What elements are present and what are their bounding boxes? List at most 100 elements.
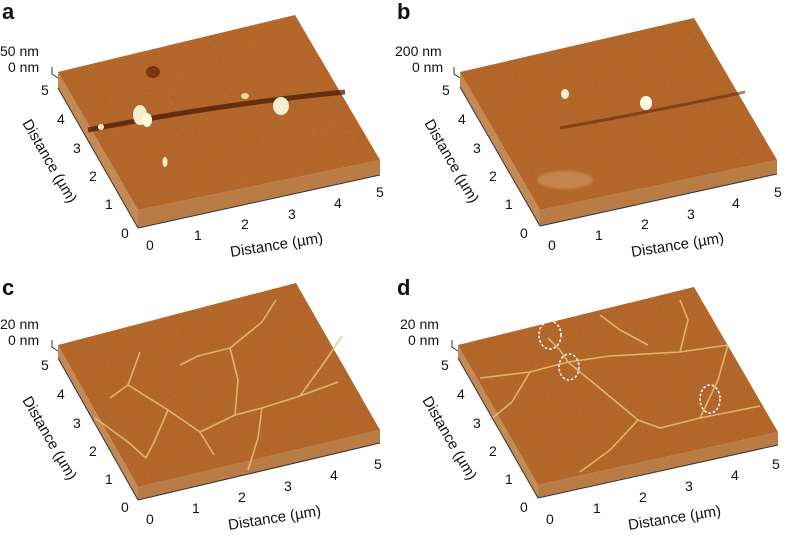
y-tick: 5 (41, 82, 49, 98)
z-scale-top-label: 20 nm (0, 316, 39, 332)
bright-particle (561, 89, 569, 99)
wrinkle-line (579, 419, 639, 473)
x-tick-labels: 0 1 2 3 4 5 (146, 184, 384, 253)
dark-pit (146, 66, 160, 78)
y-tick: 2 (489, 443, 497, 459)
annotation-circle (558, 353, 580, 381)
y-tick: 4 (57, 386, 65, 402)
z-axis-bracket (453, 67, 461, 79)
x-tick: 2 (238, 489, 246, 505)
surface-highlight-texture (58, 15, 380, 210)
x-tick: 2 (639, 489, 647, 505)
y-tick: 3 (473, 140, 481, 156)
y-tick-labels: 0 1 2 3 4 5 (41, 357, 129, 515)
trench-line (559, 90, 746, 130)
y-tick: 1 (105, 196, 113, 212)
bright-particle (98, 124, 104, 130)
y-tick-labels: 0 1 2 3 4 5 (442, 82, 528, 241)
panel-letter-a: a (2, 0, 15, 24)
x-axis-line (137, 174, 381, 229)
z-axis-bracket (51, 340, 59, 352)
z-scale-zero-label: 0 nm (8, 59, 39, 75)
z-scale-zero-label: 0 nm (412, 59, 443, 75)
panel-letter-b: b (397, 0, 410, 24)
wrinkle-line (699, 344, 729, 419)
y-tick: 1 (505, 471, 513, 487)
y-tick: 5 (441, 357, 449, 373)
x-tick: 5 (772, 456, 780, 472)
y-tick: 3 (73, 140, 81, 156)
trench-line (87, 89, 346, 133)
z-scale-top-label: 20 nm (400, 316, 439, 332)
x-tick: 3 (288, 206, 296, 222)
x-tick: 3 (687, 206, 695, 222)
panel-c: c 20 nm 0 nm 0 1 2 3 4 5 (0, 275, 382, 534)
bright-particle (640, 96, 652, 110)
y-axis-title: Distance (µm) (419, 394, 481, 484)
y-tick: 1 (105, 471, 113, 487)
bright-particle (142, 113, 152, 127)
y-tick: 0 (121, 225, 129, 241)
y-tick: 2 (489, 168, 497, 184)
wrinkle-line (229, 347, 239, 416)
y-axis-title: Distance (µm) (421, 117, 483, 207)
y-tick-labels: 0 1 2 3 4 5 (441, 357, 528, 515)
x-tick: 4 (334, 195, 342, 211)
bright-particle (241, 93, 249, 99)
y-tick: 0 (520, 225, 528, 241)
y-tick: 4 (57, 111, 65, 127)
z-scale-zero-label: 0 nm (408, 332, 439, 348)
y-axis-line (57, 357, 139, 501)
y-axis-line (459, 86, 541, 227)
x-tick: 1 (593, 500, 601, 516)
y-tick: 0 (121, 499, 129, 515)
x-tick-labels: 0 1 2 3 4 5 (146, 456, 382, 527)
x-tick: 5 (774, 184, 782, 200)
y-axis-line (457, 357, 539, 499)
wrinkle-network (94, 299, 343, 471)
surface-side-left (58, 345, 138, 500)
surface-highlight-texture (58, 283, 380, 487)
surface-side-front (138, 160, 380, 228)
panel-a: a 50 nm 0 nm 0 1 2 3 4 5 0 (0, 0, 384, 261)
x-axis-title: Distance (µm) (229, 230, 324, 261)
surface-highlight-texture (458, 287, 778, 485)
wrinkle-line (679, 299, 689, 353)
annotation-circle (538, 320, 562, 350)
wrinkle-line (547, 337, 569, 363)
x-tick: 0 (546, 511, 554, 527)
x-axis-title: Distance (µm) (627, 503, 722, 534)
x-axis-line (537, 444, 779, 499)
x-tick-labels: 0 1 2 3 4 5 (546, 456, 780, 527)
z-scale-zero-label: 0 nm (8, 332, 39, 348)
x-tick: 0 (146, 237, 154, 253)
surface-highlight-texture (460, 18, 777, 210)
x-tick: 0 (146, 511, 154, 527)
panel-b: b 200 nm 0 nm 0 1 2 3 4 5 0 1 2 3 4 5 (395, 0, 782, 261)
y-tick-labels: 0 1 2 3 4 5 (41, 82, 129, 241)
wrinkle-line (127, 384, 215, 456)
x-tick: 5 (374, 456, 382, 472)
x-tick-labels: 0 1 2 3 4 5 (548, 184, 782, 253)
bright-particle (162, 157, 168, 167)
wrinkle-network (479, 299, 761, 473)
wrinkle-line (567, 361, 761, 429)
wrinkle-line (109, 351, 141, 399)
y-axis-title: Distance (µm) (19, 394, 81, 484)
bright-particle (273, 97, 289, 115)
y-tick: 1 (505, 196, 513, 212)
x-axis-line (137, 442, 381, 501)
surface-side-left (458, 345, 538, 498)
surface-side-front (538, 432, 778, 498)
y-axis-title: Distance (µm) (19, 117, 81, 207)
y-axis-line (57, 87, 139, 229)
annotation-circle (699, 384, 721, 414)
y-tick: 4 (457, 386, 465, 402)
x-tick: 3 (284, 478, 292, 494)
panel-d: d 20 nm 0 nm 0 1 2 3 4 5 (397, 275, 780, 534)
y-tick: 5 (442, 82, 450, 98)
z-scale-top-label: 50 nm (0, 43, 39, 59)
y-tick: 3 (73, 415, 81, 431)
x-tick: 1 (595, 227, 603, 243)
